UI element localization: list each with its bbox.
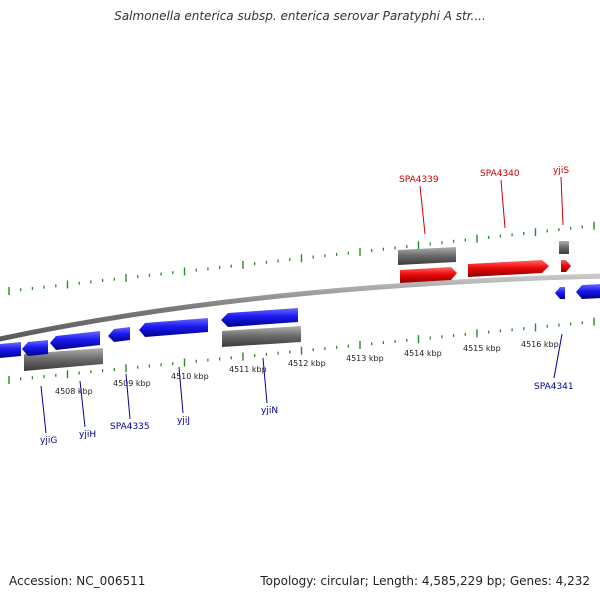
gene-spa4340[interactable] [468,260,549,277]
gene-spa4335[interactable] [108,327,130,342]
accession-info: Accession: NC_006511 [9,574,146,588]
gene-spa4339[interactable] [400,267,457,283]
leader-line [40,385,47,434]
gray-feature [398,247,456,265]
leader-line [178,366,184,414]
scale-label: 4515 kbp [463,344,501,353]
gene-yjis[interactable] [561,260,571,272]
genome-backbone [0,273,600,342]
topology-info: Topology: circular; Length: 4,585,229 bp… [260,574,590,588]
leader-line [500,179,506,229]
gene-label-yjih[interactable]: yjiH [79,430,96,440]
gene-yjij[interactable] [139,318,208,337]
gray-feature [559,241,569,254]
gray-feature [222,326,301,347]
scale-label: 4516 kbp [521,340,559,349]
gene-yjih[interactable] [50,331,100,350]
reverse-gene-track [0,284,600,358]
leader-line [419,185,426,235]
leader-line [79,380,86,428]
gene-right-edge[interactable] [576,284,600,299]
gene-label-yjij[interactable]: yjiJ [177,416,190,426]
gene-label-yjin[interactable]: yjiN [261,406,278,416]
forward-gene-track [400,260,571,283]
scale-label: 4513 kbp [346,354,384,363]
leader-line [553,333,563,379]
map-title: Salmonella enterica subsp. enterica sero… [114,9,486,23]
scale-label: 4510 kbp [171,372,209,381]
reverse-gene-labels: yjiG yjiH SPA4335 yjiJ yjiN SPA4341 [40,333,574,446]
gene-spa4341[interactable] [555,287,565,299]
leader-line [262,357,268,404]
leader-line [125,373,131,420]
gene-yjin[interactable] [221,308,298,327]
scale-label: 4508 kbp [55,387,93,396]
scale-label: 4512 kbp [288,359,326,368]
gene-label-spa4335[interactable]: SPA4335 [110,422,150,432]
scale-label: 4514 kbp [404,349,442,358]
gene-yjig[interactable] [22,340,48,356]
forward-tick-row [8,221,595,295]
leader-line [560,176,564,226]
gene-label-spa4339[interactable]: SPA4339 [399,175,439,185]
gene-left-edge[interactable] [0,342,21,358]
gene-label-spa4341[interactable]: SPA4341 [534,382,574,392]
gene-label-yjig[interactable]: yjiG [40,436,57,446]
reverse-tick-row [8,317,595,384]
scale-label: 4511 kbp [229,365,267,374]
forward-gene-labels: SPA4339 SPA4340 yjiS [399,166,569,235]
scale-label: 4509 kbp [113,379,151,388]
gene-label-yjis[interactable]: yjiS [553,166,569,176]
gene-label-spa4340[interactable]: SPA4340 [480,169,520,179]
scale-labels: 4508 kbp 4509 kbp 4510 kbp 4511 kbp 4512… [55,340,559,396]
